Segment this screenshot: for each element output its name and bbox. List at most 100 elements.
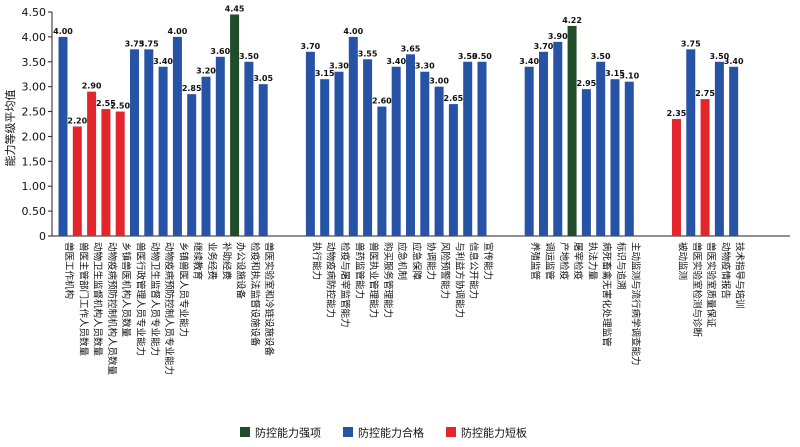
category-label: 宣传能力 <box>482 242 494 280</box>
legend-label: 防控能力强项 <box>255 426 321 440</box>
category-label: 与利益方协调能力 <box>453 242 465 318</box>
bar <box>610 79 620 236</box>
bar <box>729 66 739 236</box>
y-tick-label: 1.50 <box>22 155 47 168</box>
data-label: 3.40 <box>386 57 406 66</box>
category-label: 兽医实验室质量保证 <box>705 242 717 328</box>
data-label: 2.60 <box>372 97 392 106</box>
category-label: 被动监测 <box>676 242 688 280</box>
data-label: 2.75 <box>695 89 715 98</box>
data-label: 2.95 <box>577 79 597 88</box>
category-label: 兽医主管部门工作人员数量 <box>77 242 89 357</box>
data-label: 3.50 <box>239 52 259 61</box>
y-axis-label: 能力等级平均值 <box>3 90 17 167</box>
bar <box>391 66 401 236</box>
y-tick-label: 4.00 <box>22 31 47 44</box>
category-label: 调运监管 <box>543 242 555 280</box>
bar <box>434 86 444 237</box>
bar <box>144 49 154 237</box>
data-label: 2.65 <box>444 94 464 103</box>
bar <box>201 76 211 236</box>
bar <box>58 36 68 237</box>
data-label: 3.75 <box>681 39 701 48</box>
y-tick-label: 0 <box>39 230 46 243</box>
legend-swatch <box>240 427 250 437</box>
category-label: 产地检疫 <box>558 242 570 281</box>
bar <box>130 49 139 237</box>
category-label: 风险预警能力 <box>439 242 451 299</box>
category-label: 动物卫生监督机构人员数量 <box>92 242 104 357</box>
data-label: 2.85 <box>182 84 202 93</box>
category-label: 兽医执业管理能力 <box>368 242 380 318</box>
data-label: 3.00 <box>429 77 449 86</box>
legend-swatch <box>446 427 456 437</box>
data-label: 3.20 <box>196 67 216 76</box>
data-label: 4.00 <box>53 27 73 36</box>
data-label: 3.50 <box>472 52 492 61</box>
bar <box>581 89 591 237</box>
bar <box>686 49 696 237</box>
bar <box>320 79 330 236</box>
bar <box>348 36 358 237</box>
legend-label: 防控能力合格 <box>358 426 424 440</box>
data-label: 3.75 <box>125 39 145 48</box>
bar <box>567 25 577 237</box>
category-label: 动物疫病预防控制人员专业能力 <box>163 242 175 375</box>
category-label: 检疫与屠宰监管能力 <box>339 242 351 328</box>
category-label: 补助经费 <box>220 242 232 280</box>
bar <box>671 119 681 236</box>
category-label: 动物卫生监督人员专业能力 <box>149 242 161 356</box>
data-label: 2.20 <box>67 116 87 125</box>
data-label: 3.60 <box>210 47 230 56</box>
category-label: 病死畜禽无害化处理监管 <box>601 242 613 347</box>
bar <box>363 59 373 237</box>
bar <box>448 104 458 236</box>
bar <box>700 99 710 236</box>
legend-label: 防控能力短板 <box>461 426 527 440</box>
bar <box>230 14 240 236</box>
category-label: 办公设施设备 <box>235 242 247 300</box>
data-label: 4.00 <box>343 27 363 36</box>
legend-swatch <box>343 427 353 437</box>
bar <box>420 71 430 236</box>
data-label: 3.15 <box>605 69 625 78</box>
data-label: 3.75 <box>139 39 159 48</box>
category-label: 乡镇兽医机构人员数量 <box>120 242 132 338</box>
data-label: 3.30 <box>415 62 435 71</box>
data-label: 2.55 <box>96 99 116 108</box>
category-label: 兽医工作机构 <box>63 242 75 299</box>
category-label: 兽医行政管理人员专业能力 <box>135 242 147 356</box>
y-tick-label: 4.50 <box>22 6 47 19</box>
data-label: 2.35 <box>667 109 687 118</box>
y-tick-label: 2.00 <box>22 130 47 143</box>
bar <box>87 91 97 237</box>
data-label: 3.10 <box>619 72 639 81</box>
bar <box>714 61 724 237</box>
category-label: 乡镇兽医人员专业能力 <box>177 242 189 337</box>
bar <box>596 61 606 237</box>
category-label: 屠宰检疫 <box>572 242 584 281</box>
bar <box>258 84 268 236</box>
bar <box>553 41 563 236</box>
category-label: 技术指导与培训 <box>734 242 746 309</box>
bar <box>463 61 473 237</box>
data-label: 3.30 <box>329 62 349 71</box>
data-label: 3.05 <box>253 74 273 83</box>
bar <box>172 36 182 237</box>
bar <box>72 126 82 236</box>
category-label: 兽药监管能力 <box>353 242 365 299</box>
category-label: 兽医实验室检测与诊断 <box>691 242 703 338</box>
data-label: 3.55 <box>358 49 378 58</box>
category-label: 检疫和执法监督设施设备 <box>249 242 261 347</box>
y-tick-label: 0.50 <box>22 205 47 218</box>
data-label: 3.15 <box>315 69 335 78</box>
category-label: 应急保障 <box>410 242 422 281</box>
category-label: 信息公开能力 <box>468 242 480 299</box>
value-labels: 4.002.202.902.552.503.753.753.404.002.85… <box>53 4 744 125</box>
bar <box>187 94 197 236</box>
category-label: 主动监测与流行病学调查能力 <box>629 242 641 366</box>
bar <box>334 71 344 236</box>
y-tick-label: 3.50 <box>22 56 47 69</box>
category-label: 标识与追溯 <box>615 242 627 290</box>
